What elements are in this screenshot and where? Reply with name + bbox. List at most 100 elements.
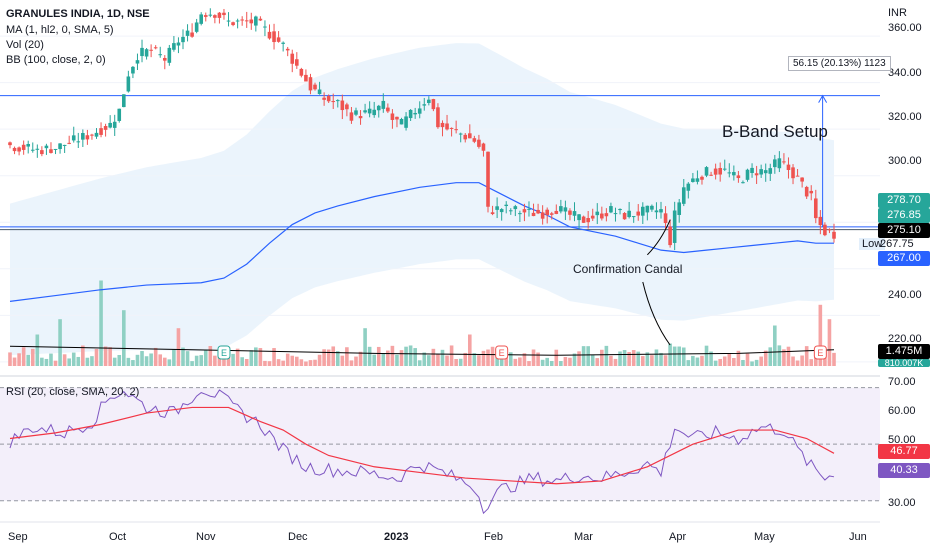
candle-body	[727, 172, 732, 174]
volume-bar	[631, 350, 636, 366]
candle-body	[668, 226, 672, 246]
volume-bar	[700, 355, 704, 366]
candle-body	[686, 183, 691, 191]
candle-body	[782, 161, 786, 163]
volume-bar	[823, 356, 827, 366]
volume-bar	[522, 353, 527, 366]
volume-bar	[185, 351, 190, 366]
volume-bar	[763, 350, 768, 366]
volume-bar	[650, 355, 654, 366]
volume-bar	[340, 355, 345, 366]
volume-bar	[131, 360, 135, 366]
volume-bar	[809, 359, 814, 366]
volume-bar	[258, 348, 263, 366]
bollinger-band-fill	[10, 43, 834, 356]
indicator-ma[interactable]: MA (1, hl2, 0, SMA, 5)	[6, 24, 114, 36]
candle-body	[600, 213, 604, 219]
volume-bar	[267, 361, 272, 366]
volume-bar	[326, 349, 331, 366]
candle-body	[695, 178, 700, 182]
volume-bar	[158, 354, 163, 366]
candle-body	[386, 107, 390, 112]
volume-bar	[786, 346, 791, 366]
volume-bar	[427, 355, 431, 366]
volume-bar	[322, 349, 326, 366]
candle-body	[404, 116, 408, 128]
volume-bar	[90, 356, 94, 366]
candle-body	[531, 212, 536, 217]
candle-body	[26, 143, 31, 147]
volume-bar	[499, 358, 504, 366]
candle-body	[181, 36, 185, 43]
candle-body	[440, 122, 445, 128]
volume-average	[9, 345, 835, 356]
candle-body	[249, 19, 254, 24]
rsi-ma-line	[9, 406, 835, 485]
volume-bar	[395, 354, 399, 366]
volume-bar	[468, 334, 472, 366]
rsi-tick-label: 60.00	[888, 405, 916, 417]
candle-body	[613, 213, 618, 215]
volume-bar	[636, 351, 641, 366]
candle-body	[536, 209, 540, 214]
indicator-rsi[interactable]: RSI (20, close, SMA, 20, 2)	[6, 386, 140, 398]
candle-body	[709, 174, 713, 176]
volume-bar	[454, 359, 458, 366]
candle-body	[290, 53, 295, 64]
indicator-vol[interactable]: Vol (20)	[6, 39, 44, 51]
candle-body	[604, 213, 609, 217]
x-tick-label: Mar	[574, 531, 593, 543]
rsi-value-tag: 40.33	[878, 463, 930, 478]
volume-bar	[568, 357, 572, 366]
x-tick-label: Jun	[849, 531, 867, 543]
candle-body	[358, 116, 363, 119]
confirmation-label[interactable]: Confirmation Candal	[573, 262, 683, 276]
candle-body	[67, 142, 71, 144]
volume-bar	[654, 349, 659, 366]
y-tick-label: 220.00	[888, 333, 922, 345]
candle-body	[367, 108, 372, 114]
volume-bar	[595, 358, 600, 366]
earnings-marker	[495, 345, 509, 360]
volume-bar	[691, 355, 695, 366]
candle-body	[58, 143, 62, 150]
volume-bar	[481, 350, 486, 366]
volume-bar	[413, 348, 417, 366]
volume-bar	[272, 348, 276, 366]
candle-body	[17, 147, 21, 152]
candle-body	[759, 169, 763, 175]
volume-bar	[540, 359, 545, 366]
candle-body	[8, 142, 12, 146]
annotation-lines	[642, 94, 828, 346]
measure-label[interactable]: 56.15 (20.13%) 1123	[788, 56, 891, 71]
candle-body	[800, 177, 804, 182]
volume-bar	[527, 361, 531, 366]
candle-body	[745, 169, 750, 180]
y-tick-label: 300.00	[888, 155, 922, 167]
volume-bar	[795, 360, 800, 366]
candle-body	[240, 19, 244, 21]
low-label: Low	[859, 238, 886, 250]
candle-body	[586, 218, 590, 223]
setup-label[interactable]: B-Band Setup	[722, 122, 828, 141]
candle-body	[704, 167, 709, 176]
candle-body	[217, 12, 222, 18]
candle-body	[322, 97, 326, 100]
indicator-bb[interactable]: BB (100, close, 2, 0)	[6, 54, 106, 66]
candle-body	[90, 134, 94, 136]
volume-bar	[804, 346, 809, 366]
candle-body	[126, 76, 131, 92]
volume-bar	[745, 353, 750, 366]
candle-body	[103, 126, 108, 130]
volume-bar	[140, 351, 144, 366]
candle-body	[317, 89, 322, 95]
candle-body	[44, 145, 49, 149]
candle-body	[390, 113, 395, 120]
symbol-title[interactable]: GRANULES INDIA, 1D, NSE	[6, 8, 150, 20]
candle-body	[71, 135, 76, 141]
volume-bar	[627, 352, 631, 366]
grid	[0, 35, 880, 363]
candle-body	[609, 206, 613, 213]
volume-bar	[40, 357, 44, 366]
volume-bar	[313, 359, 317, 366]
